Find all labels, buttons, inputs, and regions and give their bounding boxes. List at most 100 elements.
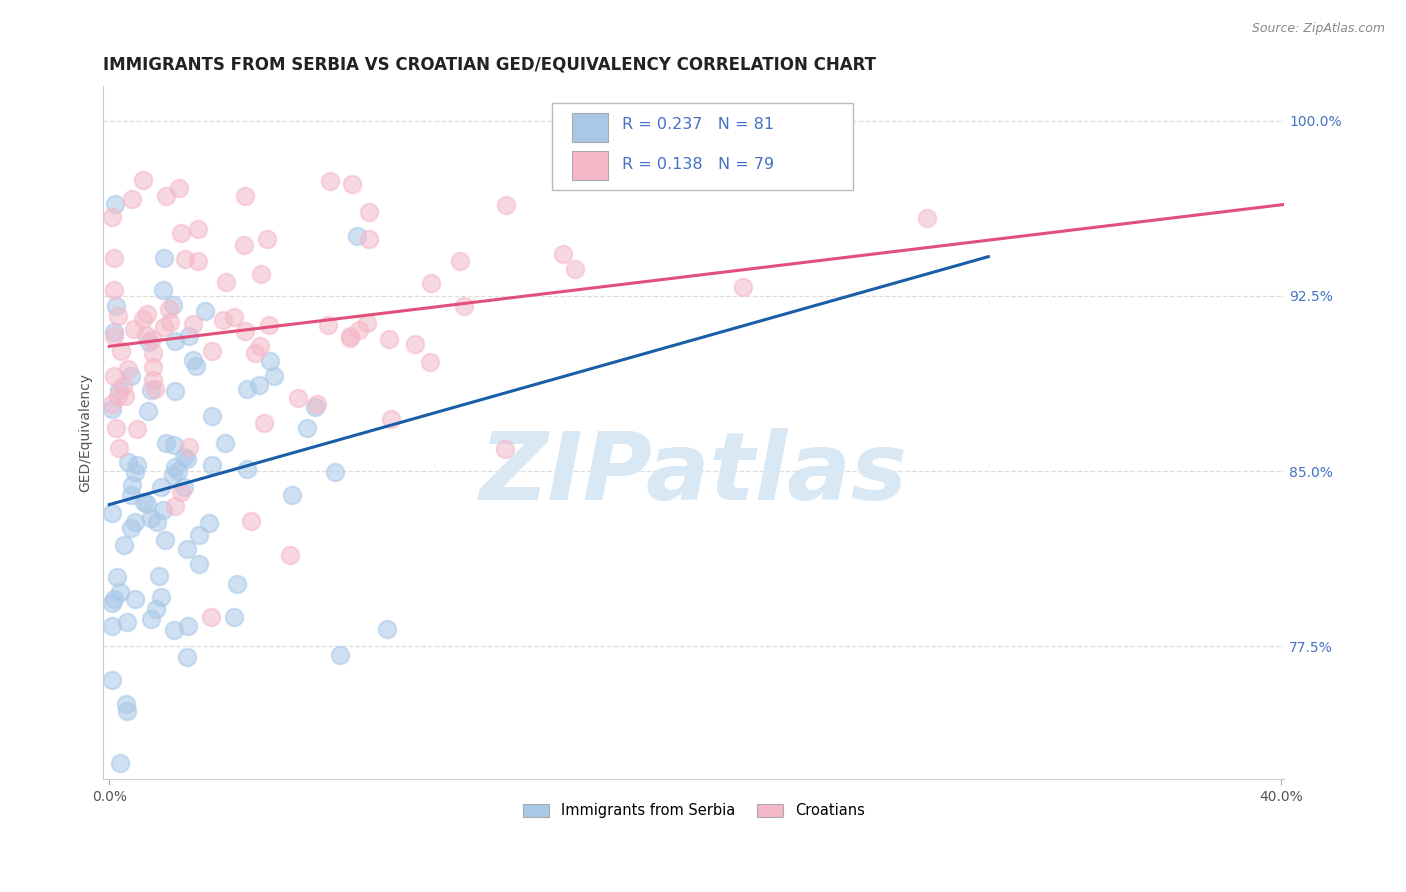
Point — [187, 528, 209, 542]
Point — [110, 343, 132, 358]
Point — [200, 409, 222, 424]
Point — [101, 619, 124, 633]
Point — [173, 450, 195, 465]
Point — [107, 570, 129, 584]
Point — [281, 488, 304, 502]
Point — [132, 312, 155, 326]
Point — [136, 403, 159, 417]
Point — [420, 276, 443, 290]
Point — [287, 391, 309, 405]
Point — [449, 254, 471, 268]
Point — [142, 345, 165, 359]
Legend: Immigrants from Serbia, Croatians: Immigrants from Serbia, Croatians — [517, 797, 870, 824]
Point — [142, 360, 165, 375]
Point — [136, 307, 159, 321]
Point — [731, 280, 754, 294]
Point — [138, 334, 160, 349]
Point — [215, 275, 238, 289]
Point — [108, 756, 131, 770]
Point — [357, 231, 380, 245]
Point — [235, 462, 257, 476]
Point — [226, 576, 249, 591]
Point — [162, 298, 184, 312]
Point — [163, 623, 186, 637]
Point — [152, 503, 174, 517]
Point — [104, 196, 127, 211]
Point — [181, 317, 204, 331]
Point — [194, 304, 217, 318]
Text: ZIPatlas: ZIPatlas — [479, 428, 908, 520]
Point — [347, 323, 370, 337]
Point — [318, 318, 340, 332]
Point — [187, 557, 209, 571]
Point — [153, 320, 176, 334]
Point — [915, 211, 938, 225]
Point — [142, 372, 165, 386]
Point — [183, 353, 205, 368]
Point — [159, 314, 181, 328]
Point — [211, 313, 233, 327]
Point — [103, 329, 125, 343]
Point — [146, 515, 169, 529]
Point — [153, 533, 176, 547]
Point — [375, 622, 398, 636]
Point — [112, 538, 135, 552]
Point — [101, 673, 124, 687]
Point — [101, 596, 124, 610]
Point — [145, 602, 167, 616]
Point — [453, 299, 475, 313]
Point — [103, 325, 125, 339]
Point — [132, 173, 155, 187]
Point — [107, 384, 129, 398]
Text: R = 0.237   N = 81: R = 0.237 N = 81 — [621, 118, 773, 132]
Point — [108, 584, 131, 599]
Point — [115, 704, 138, 718]
Point — [256, 232, 278, 246]
Point — [201, 458, 224, 472]
Point — [127, 458, 149, 473]
Point — [404, 337, 426, 351]
Point — [152, 283, 174, 297]
Point — [103, 369, 125, 384]
Point — [148, 569, 170, 583]
Point — [165, 384, 187, 398]
Point — [176, 451, 198, 466]
Point — [295, 421, 318, 435]
Point — [107, 389, 129, 403]
Point — [564, 261, 586, 276]
Point — [105, 420, 128, 434]
Point — [214, 435, 236, 450]
Point — [105, 299, 128, 313]
Point — [165, 334, 187, 348]
Point — [101, 402, 124, 417]
Point — [187, 253, 209, 268]
Point — [340, 177, 363, 191]
Point — [117, 455, 139, 469]
Point — [356, 316, 378, 330]
Point — [339, 329, 361, 343]
Bar — [572, 113, 607, 143]
Point — [115, 615, 138, 629]
Point — [149, 590, 172, 604]
Point — [200, 610, 222, 624]
Point — [253, 416, 276, 430]
Point — [233, 324, 256, 338]
Point — [136, 497, 159, 511]
Point — [132, 495, 155, 509]
Point — [329, 648, 352, 662]
Point — [184, 359, 207, 374]
Point — [201, 343, 224, 358]
Point — [155, 436, 177, 450]
Point — [121, 192, 143, 206]
Point — [167, 464, 190, 478]
Point — [176, 650, 198, 665]
Point — [124, 465, 146, 479]
Point — [222, 610, 245, 624]
Bar — [572, 151, 607, 180]
Point — [120, 368, 142, 383]
Point — [198, 516, 221, 530]
Point — [170, 227, 193, 241]
Point — [249, 339, 271, 353]
Point — [233, 189, 256, 203]
Point — [240, 514, 263, 528]
